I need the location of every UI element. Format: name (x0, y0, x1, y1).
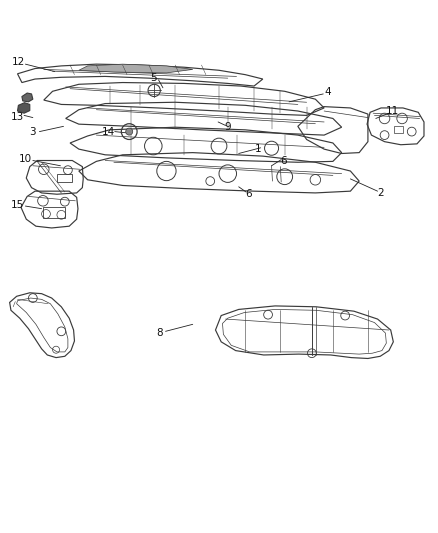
Text: 12: 12 (12, 56, 25, 67)
Text: 6: 6 (280, 156, 287, 166)
Text: 2: 2 (378, 188, 385, 198)
Text: 13: 13 (11, 112, 24, 122)
Text: 9: 9 (224, 122, 231, 132)
Polygon shape (79, 64, 193, 73)
Text: 5: 5 (150, 73, 157, 83)
Text: 11: 11 (385, 106, 399, 116)
Text: 8: 8 (156, 328, 163, 338)
Text: 10: 10 (19, 154, 32, 164)
Polygon shape (22, 93, 33, 102)
Text: 4: 4 (324, 87, 331, 97)
Circle shape (126, 128, 133, 135)
Text: 3: 3 (29, 127, 36, 136)
Polygon shape (18, 103, 30, 113)
Text: 15: 15 (11, 200, 24, 210)
Text: 1: 1 (255, 144, 262, 154)
Text: 6: 6 (245, 189, 252, 199)
Text: 14: 14 (102, 127, 115, 136)
